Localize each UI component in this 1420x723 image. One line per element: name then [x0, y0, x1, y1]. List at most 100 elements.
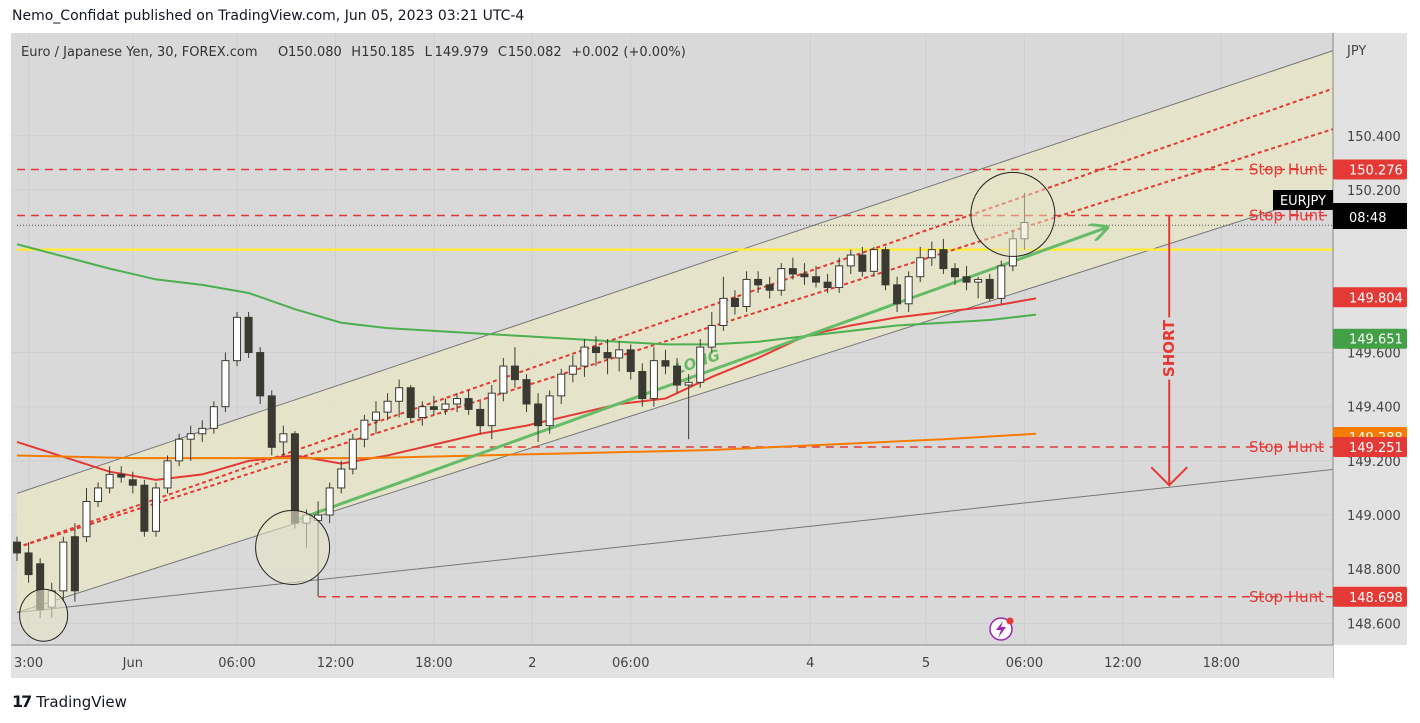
x-tick-label: 12:00	[1104, 656, 1141, 671]
channel-upper-line[interactable]	[16, 48, 1338, 494]
candle-body	[742, 278, 751, 308]
candle-body	[464, 398, 473, 410]
candle-body	[163, 460, 172, 489]
ohlc-value: +0.002 (+0.00%)	[571, 45, 686, 60]
candle-body	[348, 438, 357, 470]
candle-body	[696, 346, 705, 383]
candle-body	[800, 273, 809, 278]
candle-body	[151, 487, 160, 532]
price-tag-box	[1333, 328, 1407, 349]
candle-body	[661, 360, 670, 367]
ohlc-key: L	[425, 45, 433, 60]
candle-body	[198, 427, 207, 435]
stop-hunt-label: Stop Hunt	[1249, 588, 1324, 606]
candle-body	[765, 284, 774, 291]
candle-body	[175, 438, 184, 462]
time-axis[interactable]	[11, 645, 1333, 678]
stop-hunt-labels: Stop Hunt Stop Hunt Stop Hunt Stop Hunt	[1249, 160, 1324, 605]
candle-body	[592, 346, 600, 354]
short-arrow[interactable]: SHORT	[1150, 215, 1188, 487]
alert-icon[interactable]	[989, 617, 1014, 641]
channel-lower-line[interactable]	[16, 189, 1338, 613]
candle-body	[974, 278, 983, 283]
stop-hunt-label: Stop Hunt	[1249, 160, 1324, 178]
ohlc-value: 150.185	[361, 45, 415, 60]
candle-body	[881, 249, 890, 286]
candle-body	[186, 433, 195, 440]
price-tag-label: 149.251	[1349, 441, 1403, 456]
ohlc-legend: O 150.080 H 150.185 L 149.979 C 150.082 +0.002 (…	[278, 45, 686, 60]
candle-body	[545, 395, 554, 427]
candle-body	[603, 352, 612, 359]
stop-hunt-label: Stop Hunt	[1249, 207, 1324, 225]
highlight-circle-low[interactable]	[19, 588, 69, 642]
x-tick-label: 06:00	[1006, 656, 1043, 671]
y-tick-label: 149.000	[1347, 509, 1401, 524]
tradingview-brand: TradingView	[36, 692, 127, 711]
candle-body	[719, 297, 728, 326]
x-tick-label: 3:00	[14, 656, 43, 671]
tradingview-footer[interactable]: 17 TradingView	[12, 692, 127, 711]
x-tick-label: 06:00	[218, 656, 255, 671]
candle-body	[916, 257, 925, 278]
wide-support-line[interactable]	[16, 468, 1338, 614]
candle-body	[70, 536, 79, 592]
candle-body	[510, 365, 519, 381]
highlight-circle-mid[interactable]	[255, 510, 331, 586]
candle-body	[59, 541, 68, 592]
symbol-tag-box	[1273, 190, 1333, 210]
candle-body	[823, 281, 832, 289]
candle-body	[371, 411, 380, 421]
currency-label: JPY	[1346, 44, 1366, 59]
y-tick-label: 149.200	[1347, 455, 1401, 470]
x-tick-label: 18:00	[1203, 656, 1240, 671]
price-tag-box	[1333, 586, 1407, 607]
ohlc-key: C	[498, 45, 507, 60]
candle-body	[441, 403, 450, 410]
price-tag-label: 149.804	[1349, 291, 1403, 306]
candle-body	[82, 500, 91, 538]
ohlc-value: 150.082	[508, 45, 562, 60]
candle-body	[846, 254, 855, 267]
y-tick-label: 150.400	[1347, 130, 1401, 145]
candle-body	[94, 487, 103, 502]
candle-body	[24, 552, 33, 576]
candle-body	[568, 365, 577, 375]
stop-hunt-label: Stop Hunt	[1249, 438, 1324, 456]
highlight-circle-high[interactable]	[970, 171, 1056, 257]
countdown-label: 08:48	[1349, 211, 1386, 226]
y-tick-label: 148.600	[1347, 617, 1401, 632]
candle-body	[476, 408, 485, 427]
price-tag-box	[1333, 159, 1407, 180]
stop-hunt-lines	[17, 168, 1333, 598]
candle-body	[904, 276, 913, 305]
candle-body	[499, 365, 508, 394]
symbol-label: EURJPY	[1280, 194, 1326, 209]
y-tick-label: 150.200	[1347, 184, 1401, 199]
ohlc-value: 150.080	[288, 45, 342, 60]
price-tag-box	[1333, 287, 1407, 308]
candle-body	[117, 473, 126, 478]
alert-dot	[1006, 617, 1014, 625]
publish-info: Nemo_Confidat published on TradingView.c…	[12, 8, 525, 24]
candle-body	[418, 406, 427, 419]
symbol-tag: EURJPY 08:48	[1273, 190, 1407, 229]
y-tick-label: 148.800	[1347, 563, 1401, 578]
candle-body	[140, 484, 149, 532]
red-dotted-trendline-upper[interactable]	[16, 86, 1338, 549]
short-arrow-head	[1150, 466, 1188, 487]
price-tag-label: 149.651	[1349, 333, 1403, 348]
x-tick-label: 12:00	[317, 656, 354, 671]
x-tick-label: 5	[922, 656, 930, 671]
x-tick-label: 06:00	[612, 656, 649, 671]
candle-body	[754, 278, 763, 286]
chart-legend-title: Euro / Japanese Yen, 30, FOREX.com	[21, 45, 258, 60]
candle-body	[869, 249, 878, 272]
x-tick-labels: 3:00 Jun 06:00 12:00 18:00 2 06:00 4 5 06:00 12:00…	[14, 656, 1240, 671]
candles	[13, 192, 1029, 618]
x-tick-label: Jun	[122, 656, 143, 671]
candle-body	[290, 433, 299, 524]
candle-body	[233, 316, 242, 362]
price-tag-label: 150.276	[1349, 163, 1403, 178]
